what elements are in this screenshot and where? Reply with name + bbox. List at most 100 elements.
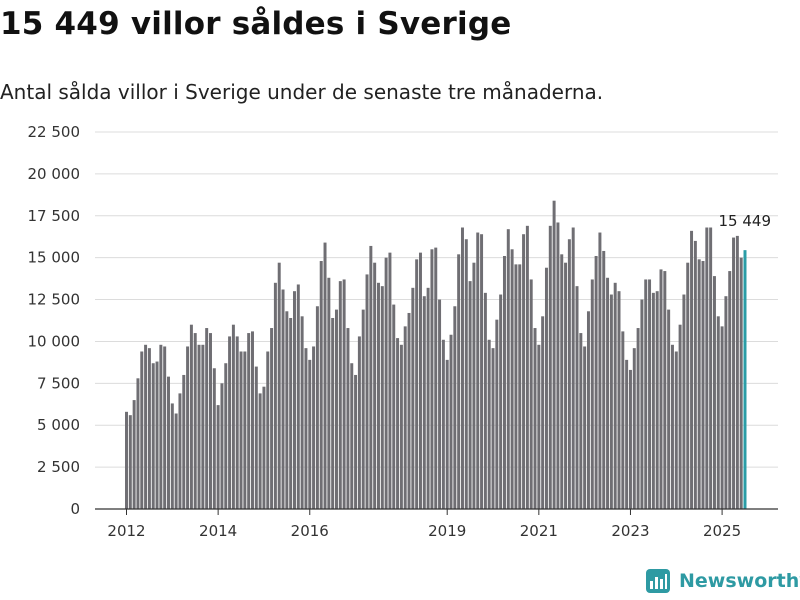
bar	[468, 281, 472, 509]
bar	[533, 328, 537, 509]
bar	[201, 344, 205, 509]
bar	[632, 348, 636, 509]
bar	[739, 257, 743, 509]
bar	[598, 232, 602, 510]
bar	[277, 262, 281, 509]
bar	[445, 359, 449, 509]
bar	[342, 279, 346, 509]
bar	[514, 264, 518, 509]
bar	[556, 222, 560, 510]
bar	[315, 306, 319, 509]
bar	[235, 336, 239, 509]
bar	[350, 363, 354, 509]
x-tick-label: 2023	[611, 522, 649, 540]
y-tick-label: 7 500	[37, 374, 80, 392]
bar	[625, 359, 629, 509]
bar	[651, 292, 655, 509]
bar	[231, 324, 235, 509]
bar	[403, 326, 407, 509]
bar	[525, 225, 529, 509]
bar	[399, 344, 403, 509]
bar	[457, 254, 461, 509]
bar	[292, 291, 296, 509]
bar	[354, 374, 358, 509]
bar	[136, 378, 140, 509]
bar	[170, 403, 174, 509]
bar	[678, 324, 682, 509]
bar	[357, 336, 361, 509]
bar	[571, 227, 575, 510]
bar	[644, 279, 648, 509]
bar	[426, 287, 430, 509]
bar	[567, 239, 571, 510]
bar	[476, 232, 480, 510]
bar	[522, 234, 526, 509]
bar	[392, 304, 396, 509]
x-tick-label: 2016	[291, 522, 329, 540]
bar	[667, 309, 671, 509]
bar	[308, 359, 312, 509]
bar	[247, 333, 251, 509]
bar	[273, 282, 277, 509]
bar	[712, 276, 716, 509]
bar	[334, 309, 338, 509]
bar	[663, 271, 667, 509]
bar	[709, 227, 713, 510]
bar	[163, 346, 167, 509]
x-tick-label: 2019	[428, 522, 466, 540]
bar	[690, 230, 694, 509]
bar	[418, 252, 422, 509]
bar	[586, 311, 590, 509]
bar	[312, 346, 316, 509]
bar	[697, 259, 701, 509]
bar	[735, 235, 739, 509]
bar	[331, 317, 335, 509]
bar	[732, 237, 736, 509]
bar	[178, 393, 182, 509]
bar	[327, 277, 331, 509]
bar	[128, 415, 132, 509]
bar	[594, 255, 598, 509]
bar	[552, 200, 556, 509]
newsworthy-logo-icon	[646, 569, 670, 593]
bar	[281, 289, 285, 509]
bar	[251, 331, 254, 509]
bar	[216, 405, 220, 509]
bar	[159, 344, 163, 509]
bar	[411, 287, 415, 509]
bar	[487, 339, 491, 509]
bar	[590, 279, 594, 509]
bar	[529, 279, 533, 509]
bar	[674, 351, 678, 509]
brand-name: Newsworthy	[679, 570, 800, 592]
bar	[464, 239, 468, 510]
bar	[583, 346, 587, 509]
bar	[472, 262, 476, 509]
bar	[205, 328, 209, 509]
bar	[151, 363, 155, 509]
bar	[422, 296, 426, 509]
bar	[460, 227, 464, 510]
y-tick-label: 20 000	[28, 165, 81, 183]
bar	[449, 334, 453, 509]
y-tick-label: 10 000	[28, 332, 81, 350]
bar	[304, 348, 308, 509]
bar	[373, 262, 377, 509]
y-tick-label: 2 500	[37, 458, 80, 476]
bar	[365, 274, 369, 509]
bar	[125, 411, 128, 509]
y-tick-label: 15 000	[28, 249, 81, 267]
bar	[197, 344, 201, 509]
bar	[430, 249, 434, 510]
bar	[575, 286, 579, 509]
bar	[628, 369, 632, 509]
bar	[182, 374, 186, 509]
chart-title: 15 449 villor såldes i Sverige	[0, 6, 512, 42]
highlighted-bar	[743, 250, 747, 509]
bar	[155, 361, 159, 509]
bar	[258, 393, 262, 509]
bar	[613, 282, 617, 509]
bar	[441, 339, 445, 509]
bar	[636, 328, 640, 509]
